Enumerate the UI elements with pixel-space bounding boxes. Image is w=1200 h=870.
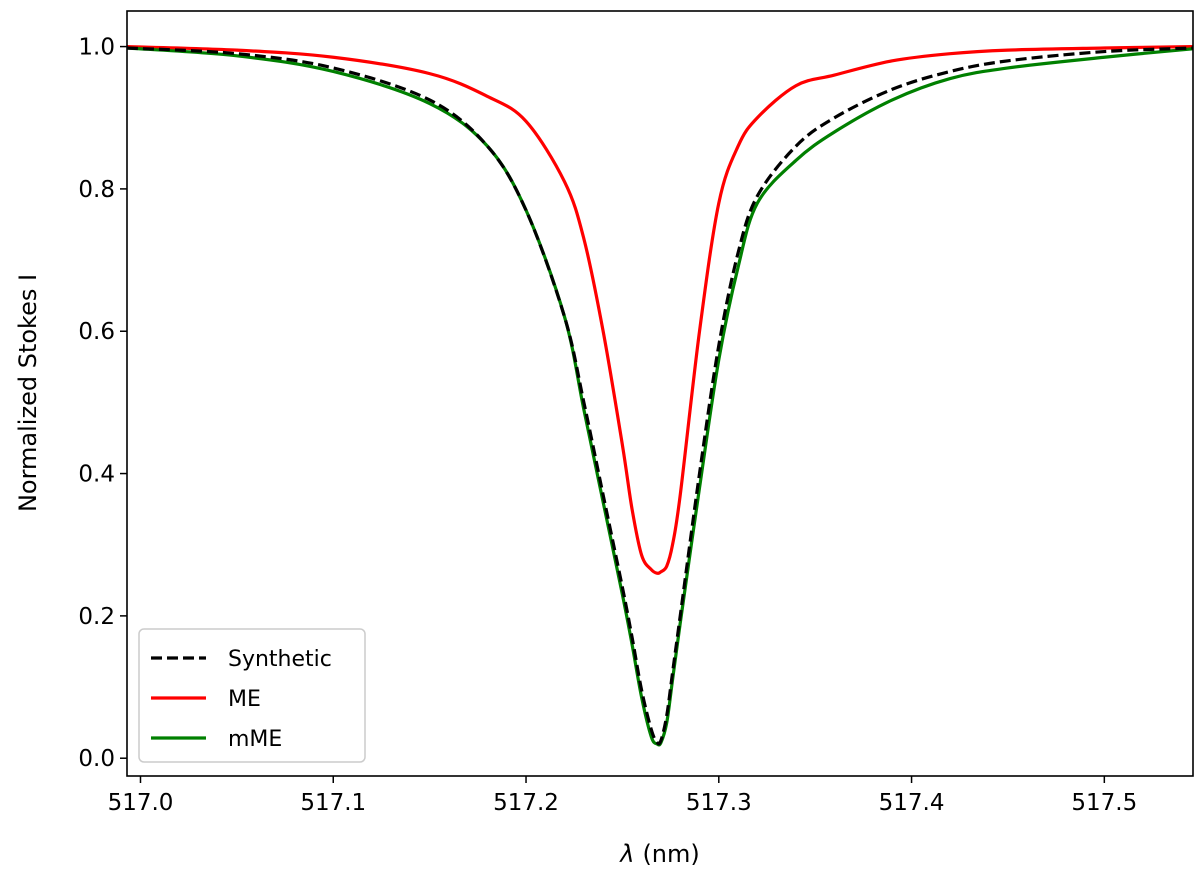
series-line-me (127, 44, 1193, 575)
y-tick-label: 0.8 (78, 177, 115, 203)
x-tick-label: 517.0 (108, 790, 174, 816)
series-line-synthetic (127, 46, 1193, 746)
y-tick-label: 0.0 (78, 746, 115, 772)
legend: Synthetic ME mME (138, 628, 366, 763)
x-tick-label: 517.2 (493, 790, 559, 816)
legend-label-me: ME (228, 687, 261, 712)
y-tick-label: 0.4 (78, 462, 115, 488)
plot-frame (126, 10, 1194, 777)
y-axis-label: Normalized Stokes I (14, 274, 42, 512)
legend-label-mme: mME (228, 727, 282, 752)
x-axis-symbol: λ (618, 840, 634, 868)
y-tick-label: 0.6 (78, 319, 115, 345)
y-tick-label: 1.0 (78, 35, 115, 61)
y-tick-label: 0.2 (78, 604, 115, 630)
x-tick-label: 517.1 (300, 790, 366, 816)
x-tick-label: 517.3 (686, 790, 752, 816)
x-tick-label: 517.4 (879, 790, 945, 816)
x-tick-label: 517.5 (1071, 790, 1137, 816)
x-axis-unit: (nm) (642, 840, 699, 868)
x-axis-label: λ (nm) (618, 840, 700, 868)
legend-frame (138, 628, 366, 763)
legend-label-synthetic: Synthetic (228, 647, 332, 672)
